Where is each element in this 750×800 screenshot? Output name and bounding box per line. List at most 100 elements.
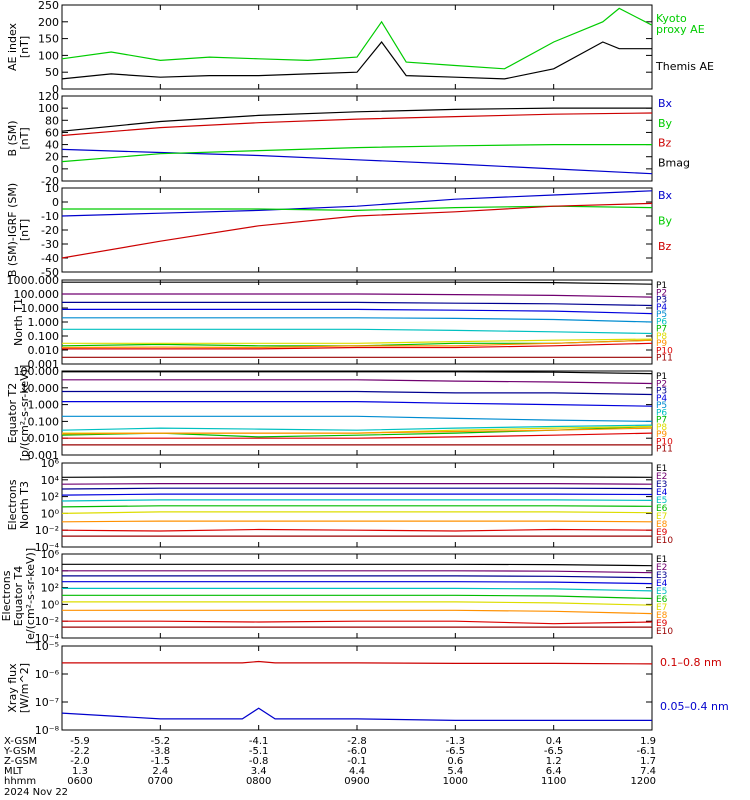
series-line-p8 xyxy=(62,338,653,344)
y-tick-label: 80 xyxy=(45,114,59,127)
y-axis-label: [W/m^2] xyxy=(18,663,31,713)
footer-value: 0700 xyxy=(148,776,173,787)
y-tick-label: 0 xyxy=(52,163,59,176)
footer-value: 2.4 xyxy=(152,766,168,777)
footer-row-label: MLT xyxy=(4,766,24,777)
y-tick-label: 100.000 xyxy=(14,288,60,301)
y-tick-label: 1.000 xyxy=(28,399,60,412)
legend-label-bmag: Bmag xyxy=(658,156,690,169)
legend-label-p2: P2 xyxy=(656,379,667,389)
footer-value: 3.4 xyxy=(251,766,267,777)
series-line-e4 xyxy=(61,493,653,496)
series-line-e7 xyxy=(62,601,653,606)
footer-value: 1100 xyxy=(541,776,566,787)
legend-label-p9: P9 xyxy=(656,339,667,349)
footer-value: 1.3 xyxy=(72,766,88,777)
footer-value: 1000 xyxy=(443,776,468,787)
series-line-p5 xyxy=(62,415,653,422)
legend-label-p4: P4 xyxy=(656,303,667,313)
series-line-p4 xyxy=(62,401,653,407)
y-tick-label: 10.000 xyxy=(21,302,60,315)
legend-label-p9: P9 xyxy=(656,430,667,440)
series-line-bz xyxy=(61,112,653,137)
footer-value: 0900 xyxy=(344,776,369,787)
footer-value: -6.1 xyxy=(636,746,656,757)
series-line-e9 xyxy=(62,620,653,625)
legend-label-p6: P6 xyxy=(656,408,667,418)
y-tick-label: 0.100 xyxy=(28,415,60,428)
legend-label-bx: Bx xyxy=(658,189,673,202)
y-tick-label: 10⁴ xyxy=(41,565,60,578)
plot-frame xyxy=(61,370,653,456)
y-tick-label: 40 xyxy=(45,139,59,152)
series-line-e4 xyxy=(62,581,653,585)
y-tick-label: 10⁰ xyxy=(41,507,60,520)
y-tick-label: 120 xyxy=(38,90,59,103)
series-line-p10 xyxy=(62,342,653,350)
y-tick-label: 0.010 xyxy=(28,344,60,357)
y-tick-label: 20 xyxy=(45,151,59,164)
footer-value: -4.1 xyxy=(249,736,269,747)
series-line-p3 xyxy=(62,301,653,307)
y-axis-label: Electrons xyxy=(6,479,19,530)
series-line-p3 xyxy=(62,390,653,396)
legend-label-e8: E8 xyxy=(656,520,668,530)
legend-label-e1: E1 xyxy=(656,555,667,565)
y-tick-label: 10⁶ xyxy=(41,548,60,561)
footer-value: 4.4 xyxy=(349,766,365,777)
series-line-p5 xyxy=(62,317,653,323)
y-tick-label: -20 xyxy=(41,224,59,237)
y-tick-label: -30 xyxy=(41,238,59,251)
y-tick-label: -20 xyxy=(41,175,59,188)
series-line-kyoto-proxy-ae xyxy=(61,7,653,70)
series-line-e7 xyxy=(61,511,653,514)
series-line-p2 xyxy=(62,379,653,385)
legend-label-e8: E8 xyxy=(656,611,668,621)
legend-label-p5: P5 xyxy=(656,310,667,320)
footer-value: 1.2 xyxy=(546,756,562,767)
footer-row-label: hhmm xyxy=(4,776,36,787)
legend-label-p2: P2 xyxy=(656,288,667,298)
y-axis-label: [nT] xyxy=(18,36,31,58)
y-axis-label: Xray flux xyxy=(6,663,19,713)
legend-label-0-05-0-4-nm: 0.05–0.4 nm xyxy=(660,700,729,713)
legend-label-bz: Bz xyxy=(658,240,672,253)
y-axis-label: AE index xyxy=(6,22,19,71)
legend-label-e7: E7 xyxy=(656,512,667,522)
y-tick-label: 0 xyxy=(52,83,59,96)
footer-value: 0600 xyxy=(67,776,92,787)
y-tick-label: 0.001 xyxy=(28,358,60,371)
legend-label-e5: E5 xyxy=(656,496,667,506)
footer-row-label: Z-GSM xyxy=(4,756,37,767)
y-tick-label: 50 xyxy=(45,66,59,79)
footer-value: 1.9 xyxy=(640,736,656,747)
y-tick-label: 100.000 xyxy=(14,365,60,378)
series-line-e9 xyxy=(61,528,653,532)
footer-value: -0.1 xyxy=(347,756,367,767)
legend-label-p6: P6 xyxy=(656,317,667,327)
y-tick-label: -40 xyxy=(41,252,59,265)
legend-label-bx: Bx xyxy=(658,97,673,110)
legend-label-p11: P11 xyxy=(656,354,673,364)
y-axis-label: [e/(cm²-s-sr-keV)] xyxy=(24,548,37,644)
legend-label-p7: P7 xyxy=(656,416,667,426)
y-axis-label: B (SM) xyxy=(6,120,19,156)
series-line-e5 xyxy=(62,587,653,592)
footer-value: -0.8 xyxy=(249,756,269,767)
series-line-p6 xyxy=(62,328,653,335)
series-line-p9 xyxy=(61,427,653,435)
y-tick-label: 10.000 xyxy=(21,382,60,395)
y-tick-label: 10⁻⁴ xyxy=(35,632,60,645)
plot-frame xyxy=(61,462,653,548)
footer-value: -1.3 xyxy=(446,736,466,747)
y-tick-label: 10⁰ xyxy=(41,598,60,611)
footer-value: -5.9 xyxy=(70,736,90,747)
series-line-themis-ae xyxy=(61,41,652,80)
y-tick-label: -50 xyxy=(41,266,59,279)
legend-label-e6: E6 xyxy=(656,595,668,605)
y-axis-label: B (SM)-IGRF (SM) xyxy=(6,183,19,277)
